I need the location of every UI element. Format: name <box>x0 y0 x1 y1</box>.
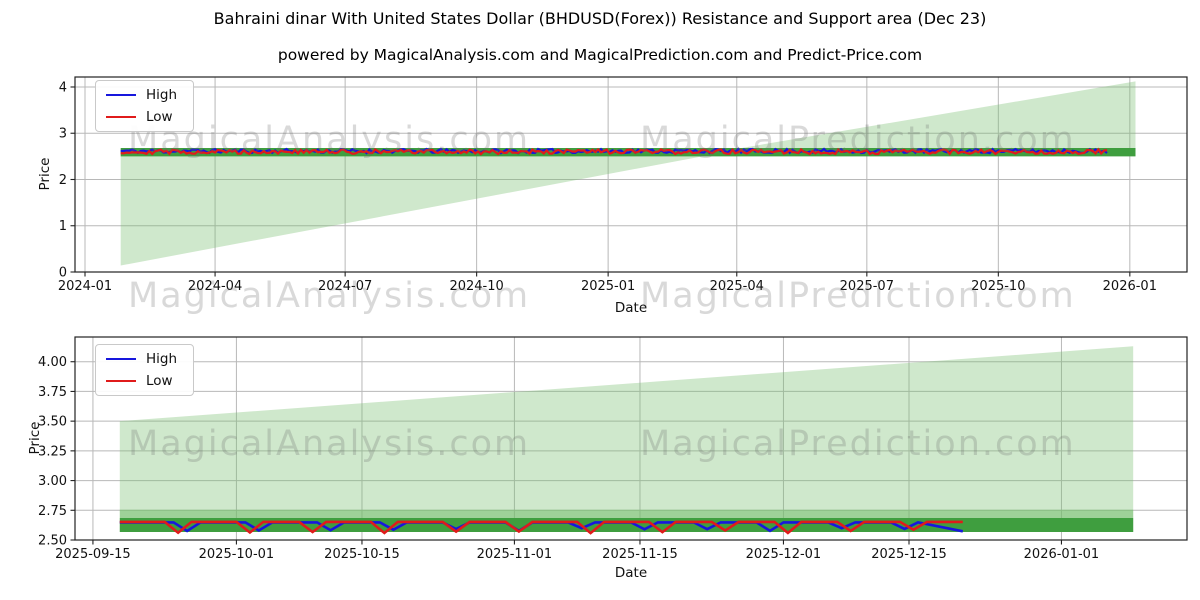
legend-item-low: Low <box>106 109 177 125</box>
y-tick-label: 3.00 <box>38 474 67 489</box>
legend-label-high: High <box>146 351 178 367</box>
watermark-analysis-top: MagicalAnalysis.com <box>128 120 531 160</box>
watermark-prediction-top: MagicalPrediction.com <box>640 120 1076 160</box>
legend-item-high: High <box>106 87 177 103</box>
x-tick-label: 2026-01-01 <box>1024 547 1100 562</box>
legend-label-low: Low <box>146 373 173 389</box>
x-tick-label: 2025-07 <box>840 279 894 294</box>
plot-border <box>74 336 1188 541</box>
resistance-support-wedge <box>120 81 1136 266</box>
watermark-prediction-bottom: MagicalPrediction.com <box>640 424 1076 464</box>
resistance-support-wedge <box>119 346 1134 532</box>
series-low-line <box>120 147 1108 156</box>
figure-subtitle: powered by MagicalAnalysis.com and Magic… <box>277 46 923 64</box>
x-tick-label: 2026-01 <box>1103 279 1157 294</box>
watermark-analysis-mid: MagicalAnalysis.com <box>128 276 531 316</box>
y-tick-label: 3.25 <box>38 444 67 459</box>
series-low-line <box>119 520 963 535</box>
chart-1: 2025-09-15 2025-10-01 2025-10-15 2025-11-01… <box>38 336 1188 562</box>
x-tick-label: 2024-07 <box>318 279 372 294</box>
x-axis-label-bottom-chart: Date <box>614 565 648 581</box>
y-tick-label: 3.50 <box>38 415 67 430</box>
y-tick-label: 3.75 <box>38 385 67 400</box>
low-line-swatch <box>106 116 136 118</box>
legend-item-high: High <box>106 351 177 367</box>
x-tick-label: 2025-12-01 <box>746 547 822 562</box>
y-tick-label: 2 <box>59 173 67 188</box>
x-tick-label: 2025-11-01 <box>477 547 553 562</box>
y-tick-label: 4.00 <box>38 355 67 370</box>
y-tick-label: 2.50 <box>38 534 67 549</box>
x-tick-label: 2024-04 <box>188 279 242 294</box>
x-tick-label: 2025-11-15 <box>602 547 678 562</box>
y-axis-label-bottom-chart: Price <box>27 421 43 455</box>
figure-title: Bahraini dinar With United States Dollar… <box>213 9 987 28</box>
y-tick-label: 2.75 <box>38 504 67 519</box>
y-tick-label: 1 <box>59 219 67 234</box>
y-tick-label: 3 <box>59 127 67 142</box>
x-tick-label: 2025-01 <box>581 279 635 294</box>
x-axis-label-top-chart: Date <box>614 300 648 316</box>
x-tick-label: 2024-10 <box>449 279 503 294</box>
y-tick-label: 4 <box>59 80 67 95</box>
chart-0: 2024-01 2024-04 2024-07 2024-10 2025-01 2025-… <box>58 76 1188 294</box>
y-axis-label-top-chart: Price <box>37 157 53 191</box>
x-tick-label: 2024-01 <box>58 279 112 294</box>
legend-label-high: High <box>146 87 178 103</box>
y-tick-label: 0 <box>59 266 67 281</box>
legend-bottom-chart: High Low <box>95 344 195 396</box>
plot-border <box>74 76 1188 273</box>
x-tick-label: 2025-09-15 <box>55 547 131 562</box>
x-tick-label: 2025-04 <box>710 279 764 294</box>
legend-top-chart: High Low <box>95 80 195 132</box>
x-tick-label: 2025-10-01 <box>199 547 275 562</box>
high-line-swatch <box>106 94 136 96</box>
legend-label-low: Low <box>146 109 173 125</box>
x-tick-label: 2025-12-15 <box>871 547 947 562</box>
x-tick-label: 2025-10-15 <box>324 547 400 562</box>
support-band-soft <box>119 509 1134 518</box>
low-line-swatch <box>106 380 136 382</box>
watermark-prediction-mid: MagicalPrediction.com <box>640 276 1076 316</box>
legend-item-low: Low <box>106 373 177 389</box>
support-band <box>119 518 1134 532</box>
high-line-swatch <box>106 358 136 360</box>
watermark-analysis-bottom: MagicalAnalysis.com <box>128 424 531 464</box>
x-tick-label: 2025-10 <box>971 279 1025 294</box>
